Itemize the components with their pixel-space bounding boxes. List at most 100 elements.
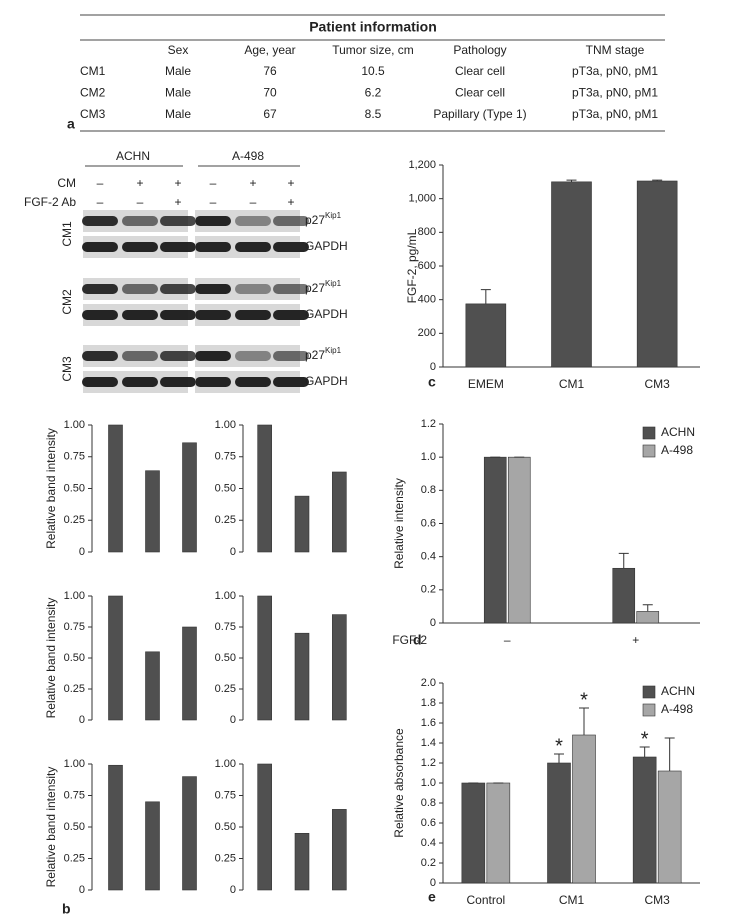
blot-band [82, 377, 118, 387]
bar [465, 303, 507, 368]
blot-band [122, 242, 158, 252]
bar [108, 424, 123, 553]
y-tick-label: 0 [430, 361, 436, 373]
condition-sign: – [210, 176, 217, 190]
y-tick-label: 0.6 [421, 817, 436, 829]
bar [551, 181, 592, 368]
y-tick-label: 1.2 [421, 757, 436, 769]
significance-marker: * [555, 735, 563, 757]
condition-sign: + [174, 195, 181, 209]
table-title: Patient information [309, 19, 437, 35]
blot-band [273, 284, 309, 294]
cell-line-label: A-498 [232, 149, 264, 163]
legend-swatch [642, 426, 656, 440]
legend-label: ACHN [661, 425, 695, 439]
table-cell: 6.2 [365, 86, 382, 100]
table-header: Sex [168, 43, 189, 57]
error-bar [642, 604, 653, 612]
table-cell: Male [165, 107, 191, 121]
blot-band [235, 216, 271, 226]
y-axis-label: Relative absorbance [392, 728, 406, 838]
y-tick-label: 1.00 [215, 758, 236, 770]
y-tick-label: 1.00 [64, 590, 85, 602]
y-tick-label: 0.6 [421, 517, 436, 529]
y-tick-label: 0.75 [215, 451, 236, 463]
protein-label: GAPDH [305, 374, 348, 388]
condition-sign: + [174, 176, 181, 190]
table-cell: pT3a, pN0, pM1 [572, 64, 658, 78]
bar [483, 456, 507, 624]
blot-band [195, 284, 231, 294]
error-bar [554, 753, 564, 763]
x-tick-label: – [504, 633, 511, 647]
y-tick-label: 0.75 [215, 789, 236, 801]
bar [612, 567, 636, 624]
y-tick-label: 0.50 [64, 821, 85, 833]
panel-label: d [413, 632, 422, 648]
protein-label: GAPDH [305, 239, 348, 253]
condition-label: CM [57, 176, 76, 190]
table-header: Pathology [453, 43, 506, 57]
blot-band [82, 242, 118, 252]
y-tick-label: 600 [418, 260, 436, 272]
legend-label: A-498 [661, 443, 693, 457]
blot-band [273, 351, 309, 361]
blot-band [195, 310, 231, 320]
y-tick-label: 0.50 [64, 482, 85, 494]
y-tick-label: 0 [230, 884, 236, 896]
y-tick-label: 0 [230, 714, 236, 726]
x-axis-label: FGF-2 [392, 633, 427, 647]
blot-band [122, 284, 158, 294]
y-tick-label: 0.8 [421, 797, 436, 809]
y-tick-label: 0.2 [421, 584, 436, 596]
significance-marker: * [580, 689, 588, 711]
y-tick-label: 1.00 [64, 419, 85, 431]
table-cell: Clear cell [455, 64, 505, 78]
y-tick-label: 0.8 [421, 484, 436, 496]
y-tick-label: 1.4 [421, 737, 436, 749]
condition-sign: – [250, 195, 257, 209]
legend-swatch [642, 685, 656, 699]
y-tick-label: 1,200 [408, 159, 436, 171]
table-cell: Papillary (Type 1) [433, 107, 526, 121]
table-cell: 10.5 [361, 64, 385, 78]
bar [507, 456, 531, 624]
bar [108, 595, 123, 721]
table-cell: CM2 [80, 86, 106, 100]
y-tick-label: 0.25 [215, 683, 236, 695]
legend-label: ACHN [661, 684, 695, 698]
y-tick-label: 2.0 [421, 677, 436, 689]
table-cell: 67 [263, 107, 277, 121]
bar [294, 832, 310, 891]
table-header: Age, year [244, 43, 295, 57]
x-tick-label: CM1 [559, 377, 585, 391]
bar [145, 470, 160, 553]
table-cell: pT3a, pN0, pM1 [572, 107, 658, 121]
error-bar [566, 179, 577, 182]
bar [145, 651, 160, 721]
panel-label: a [67, 116, 75, 132]
condition-sign: – [210, 195, 217, 209]
y-axis-label: Relative band intensity [44, 767, 58, 888]
blot-band [122, 351, 158, 361]
y-tick-label: 0.4 [421, 551, 436, 563]
error-bar [480, 289, 491, 304]
group-label: CM1 [60, 221, 74, 247]
bar [632, 756, 657, 884]
group-label: CM2 [60, 289, 74, 315]
y-tick-label: 1.00 [215, 419, 236, 431]
bar [145, 801, 160, 891]
table-cell: 8.5 [365, 107, 382, 121]
blot-band [235, 284, 271, 294]
y-tick-label: 0.25 [64, 852, 85, 864]
blot-band [82, 284, 118, 294]
bar [461, 782, 486, 884]
blot-band [235, 310, 271, 320]
bar [182, 442, 197, 553]
protein-superscript: Kip1 [325, 279, 342, 288]
table-cell: Clear cell [455, 86, 505, 100]
blot-band [122, 216, 158, 226]
y-tick-label: 0.50 [215, 821, 236, 833]
y-tick-label: 1.8 [421, 697, 436, 709]
blot-band [82, 351, 118, 361]
